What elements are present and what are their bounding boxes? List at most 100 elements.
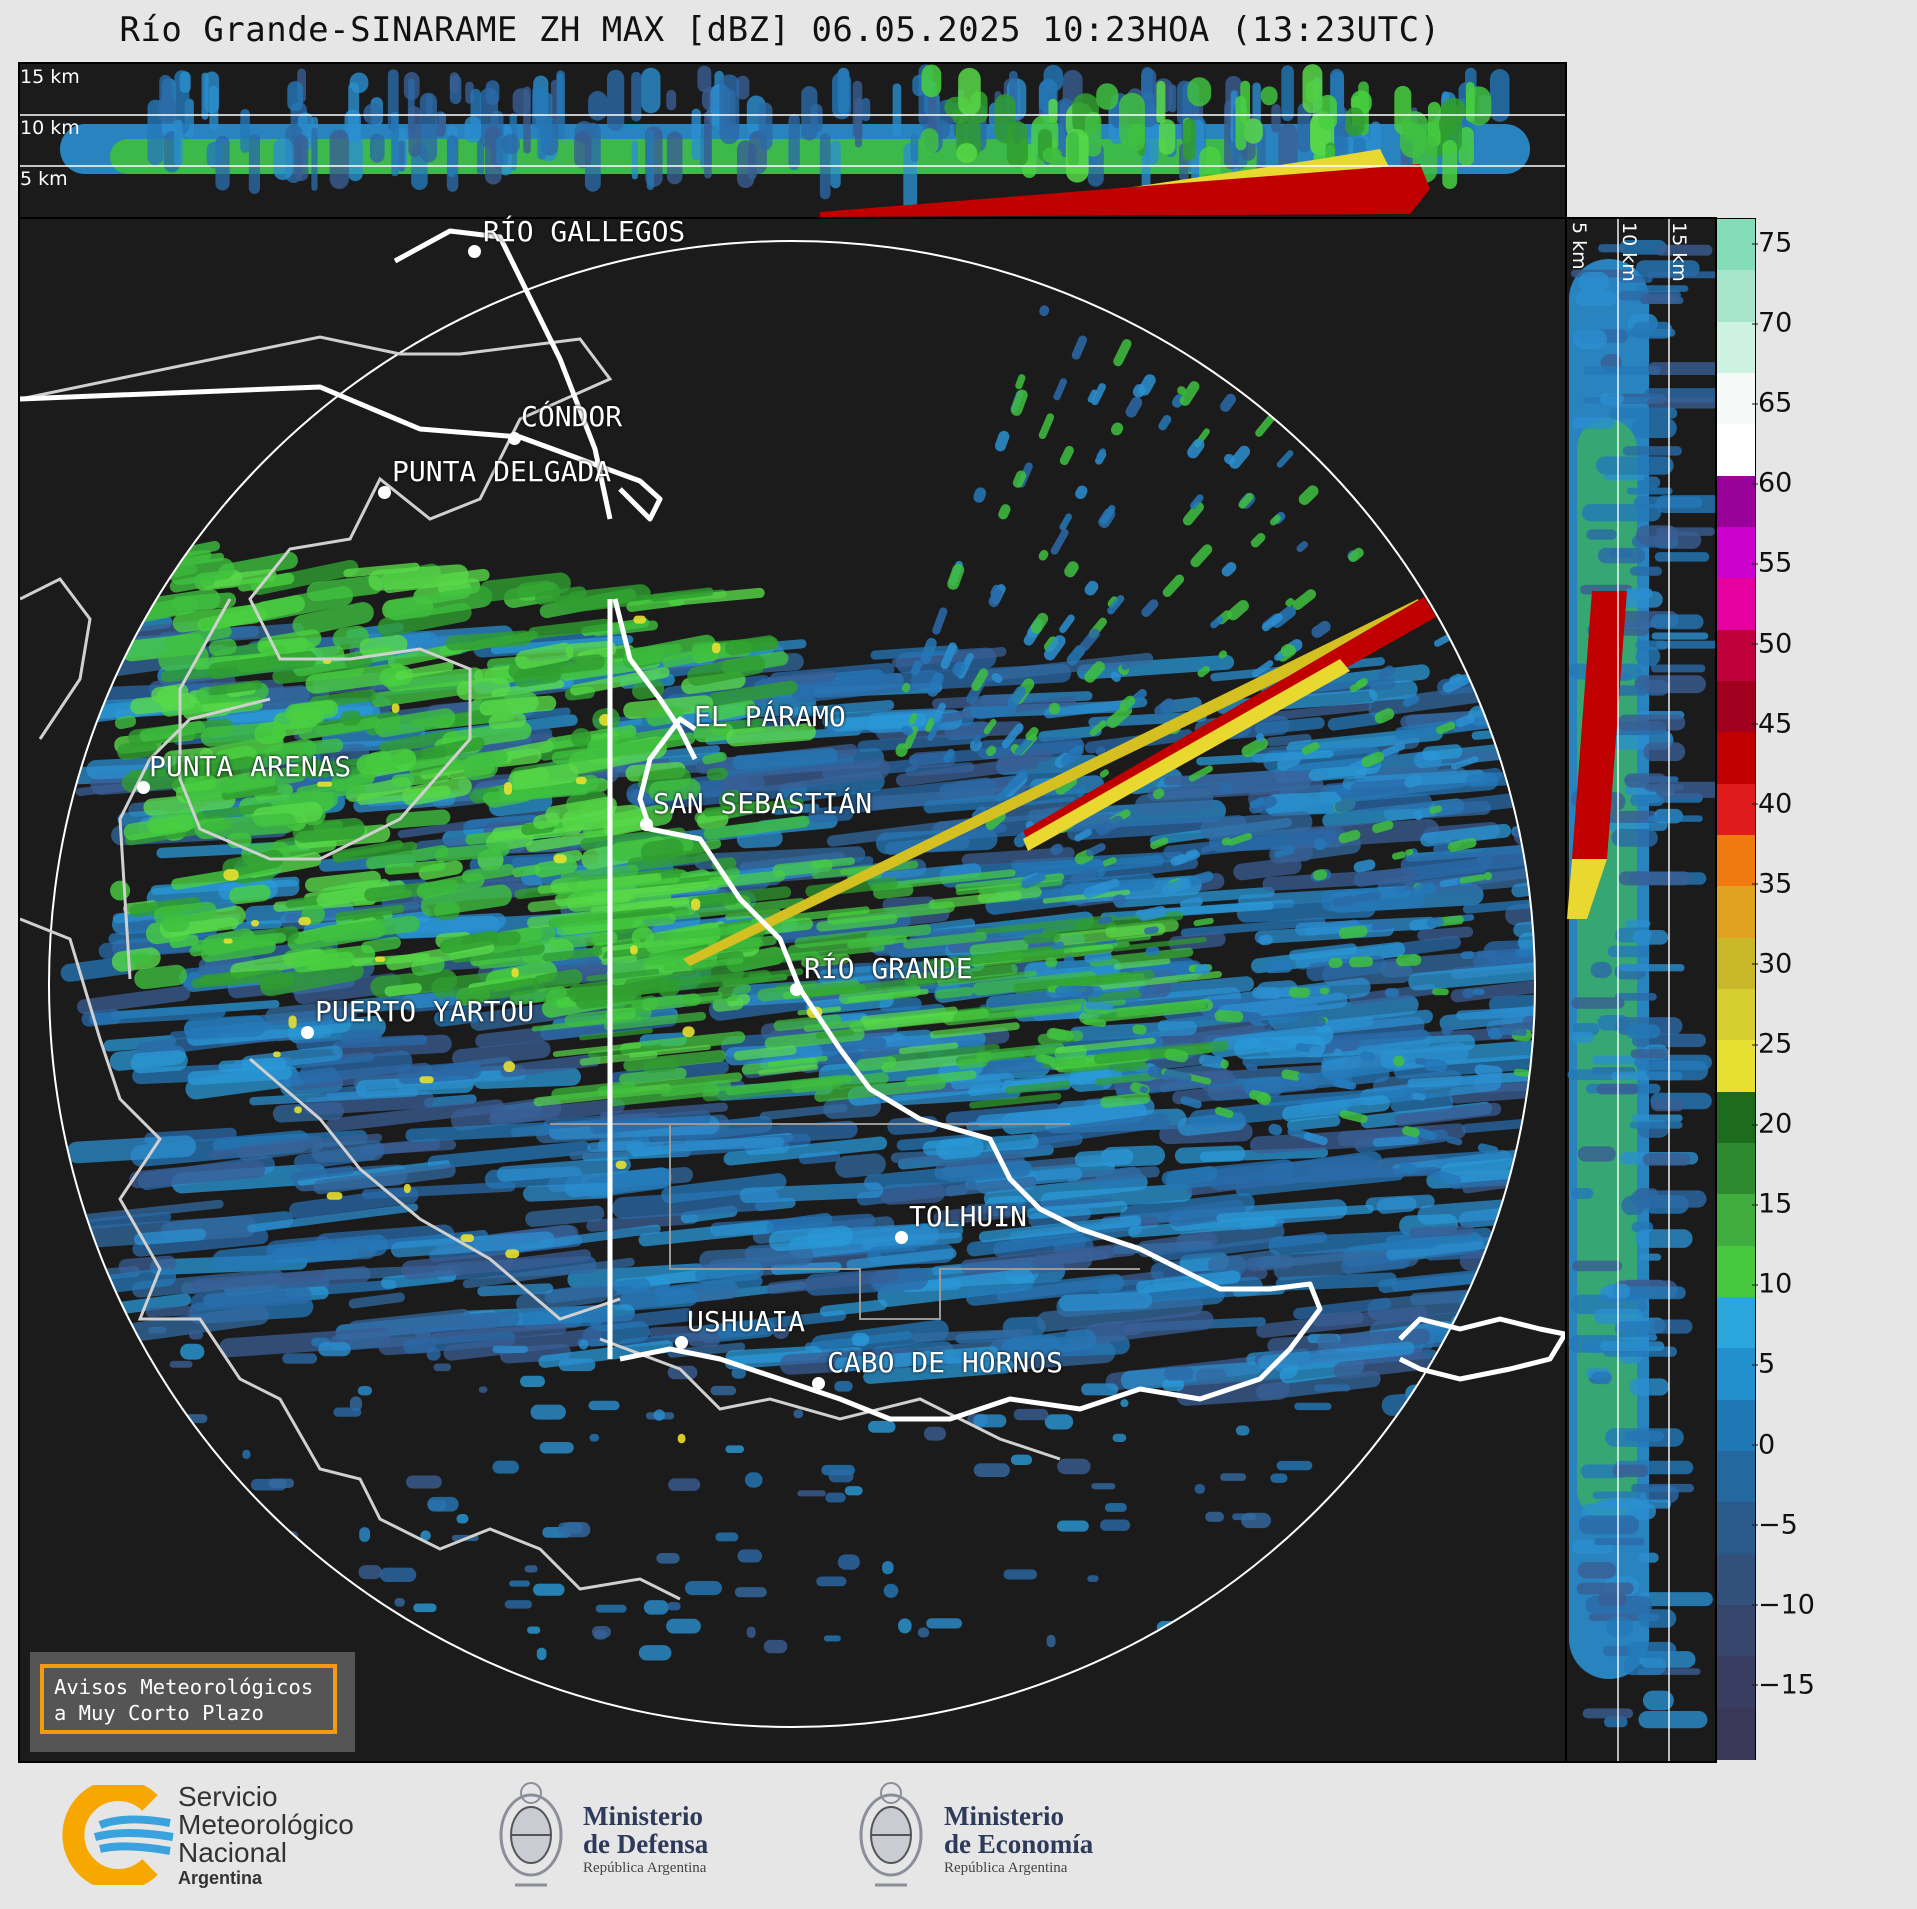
echo-mark xyxy=(1083,1017,1107,1027)
echo-mark xyxy=(1199,1054,1226,1069)
echo-mark xyxy=(1249,797,1265,809)
echo-mark xyxy=(129,1160,266,1189)
echo-mark xyxy=(1010,1454,1033,1465)
echo-mark xyxy=(1138,905,1167,921)
xs-echo-mark xyxy=(1401,111,1429,142)
echo-mark xyxy=(615,1160,627,1169)
echo-mark xyxy=(318,1342,351,1357)
side-cross-section-svg xyxy=(1567,219,1715,1761)
xs-echo-mark xyxy=(1604,474,1645,481)
echo-mark xyxy=(579,1050,658,1066)
echo-mark xyxy=(1057,1458,1091,1475)
echo-mark xyxy=(1045,957,1058,968)
colorbar-tick: 5 xyxy=(1751,1348,1776,1380)
echo-mark xyxy=(385,585,493,621)
xs-echo-mark xyxy=(1612,685,1649,696)
echo-mark xyxy=(427,1141,591,1170)
echo-mark xyxy=(394,1597,405,1607)
xs-echo-mark xyxy=(1571,1031,1594,1043)
xs-echo-mark xyxy=(1594,1537,1645,1546)
xs-echo-mark xyxy=(1634,675,1706,694)
xs-echo-mark xyxy=(1642,1153,1691,1166)
echo-mark xyxy=(358,1565,383,1580)
echo-mark xyxy=(1249,1126,1428,1154)
echo-mark xyxy=(638,1220,774,1247)
echo-mark xyxy=(1513,917,1535,938)
echo-mark xyxy=(1194,964,1211,975)
echo-mark xyxy=(134,964,188,990)
echo-mark xyxy=(504,782,513,795)
echo-mark xyxy=(1102,856,1117,867)
echo-mark xyxy=(1139,1086,1149,1094)
echo-mark xyxy=(1361,751,1385,768)
echo-mark xyxy=(1396,954,1422,967)
echo-mark xyxy=(997,1360,1015,1371)
echo-mark xyxy=(1091,1483,1116,1490)
echo-mark xyxy=(1187,438,1205,459)
echo-mark xyxy=(1483,871,1493,881)
echo-mark xyxy=(150,876,300,895)
echo-mark xyxy=(479,572,571,602)
echo-mark xyxy=(870,645,959,660)
echo-mark xyxy=(1517,930,1535,952)
echo-mark xyxy=(653,1409,666,1421)
xs-echo-mark xyxy=(1638,1592,1713,1607)
echo-mark xyxy=(630,945,638,955)
echo-mark xyxy=(296,1609,323,1617)
echo-mark xyxy=(659,1080,731,1097)
echo-mark xyxy=(1150,837,1169,850)
xs-echo-mark xyxy=(419,92,438,163)
echo-mark xyxy=(1113,958,1171,970)
economia-line-1: Ministerio xyxy=(944,1801,1064,1831)
xs-echo-mark xyxy=(363,103,383,125)
xs-echo-mark xyxy=(736,75,750,100)
echo-mark xyxy=(1371,922,1394,931)
echo-mark xyxy=(1044,1414,1074,1430)
economia-line-3: República Argentina xyxy=(944,1860,1068,1876)
echo-mark xyxy=(305,663,407,694)
smn-line-3: Nacional xyxy=(178,1837,287,1868)
echo-mark xyxy=(1038,413,1055,440)
echo-mark xyxy=(532,968,583,992)
echo-mark xyxy=(815,1029,855,1040)
echo-mark xyxy=(725,1074,852,1096)
echo-mark xyxy=(1081,1383,1119,1396)
colorbar-band xyxy=(1717,1040,1755,1093)
side-xs-label-10km: 10 km xyxy=(1618,222,1640,282)
echo-mark xyxy=(943,748,955,763)
city-dot-ushuaia xyxy=(675,1336,688,1349)
echo-mark xyxy=(626,1136,784,1154)
echo-mark xyxy=(1533,1201,1535,1227)
city-label-puerto-yartou: PUERTO YARTOU xyxy=(315,995,535,1028)
echo-mark xyxy=(1413,882,1436,896)
echo-mark xyxy=(148,1559,161,1574)
echo-mark xyxy=(1338,925,1368,939)
echo-mark xyxy=(682,1026,695,1038)
echo-mark xyxy=(1391,851,1406,860)
echo-mark xyxy=(837,1554,860,1570)
city-dot-condor xyxy=(508,432,521,445)
echo-mark xyxy=(1050,843,1064,856)
xs-echo-mark xyxy=(1187,77,1212,107)
echo-mark xyxy=(1311,620,1331,638)
echo-mark xyxy=(370,680,471,708)
colorbar-tick: 60 xyxy=(1751,467,1793,499)
echo-mark xyxy=(1125,396,1143,418)
echo-mark xyxy=(1087,389,1098,403)
echo-mark xyxy=(901,682,911,693)
echo-mark xyxy=(1161,1165,1218,1186)
echo-mark xyxy=(288,1015,297,1029)
echo-mark xyxy=(1066,645,1086,666)
echo-mark xyxy=(221,784,278,801)
echo-mark xyxy=(1349,956,1374,968)
echo-mark xyxy=(443,1328,602,1361)
echo-mark xyxy=(1053,378,1067,401)
xs-echo-mark xyxy=(956,143,978,163)
echo-mark xyxy=(1486,701,1535,724)
colorbar-band xyxy=(1717,321,1755,374)
xs-echo-mark xyxy=(206,141,223,169)
echo-mark xyxy=(1523,785,1535,809)
defensa-line-2: de Defensa xyxy=(583,1829,709,1859)
echo-mark xyxy=(961,847,1075,867)
echo-mark xyxy=(1282,1095,1391,1122)
